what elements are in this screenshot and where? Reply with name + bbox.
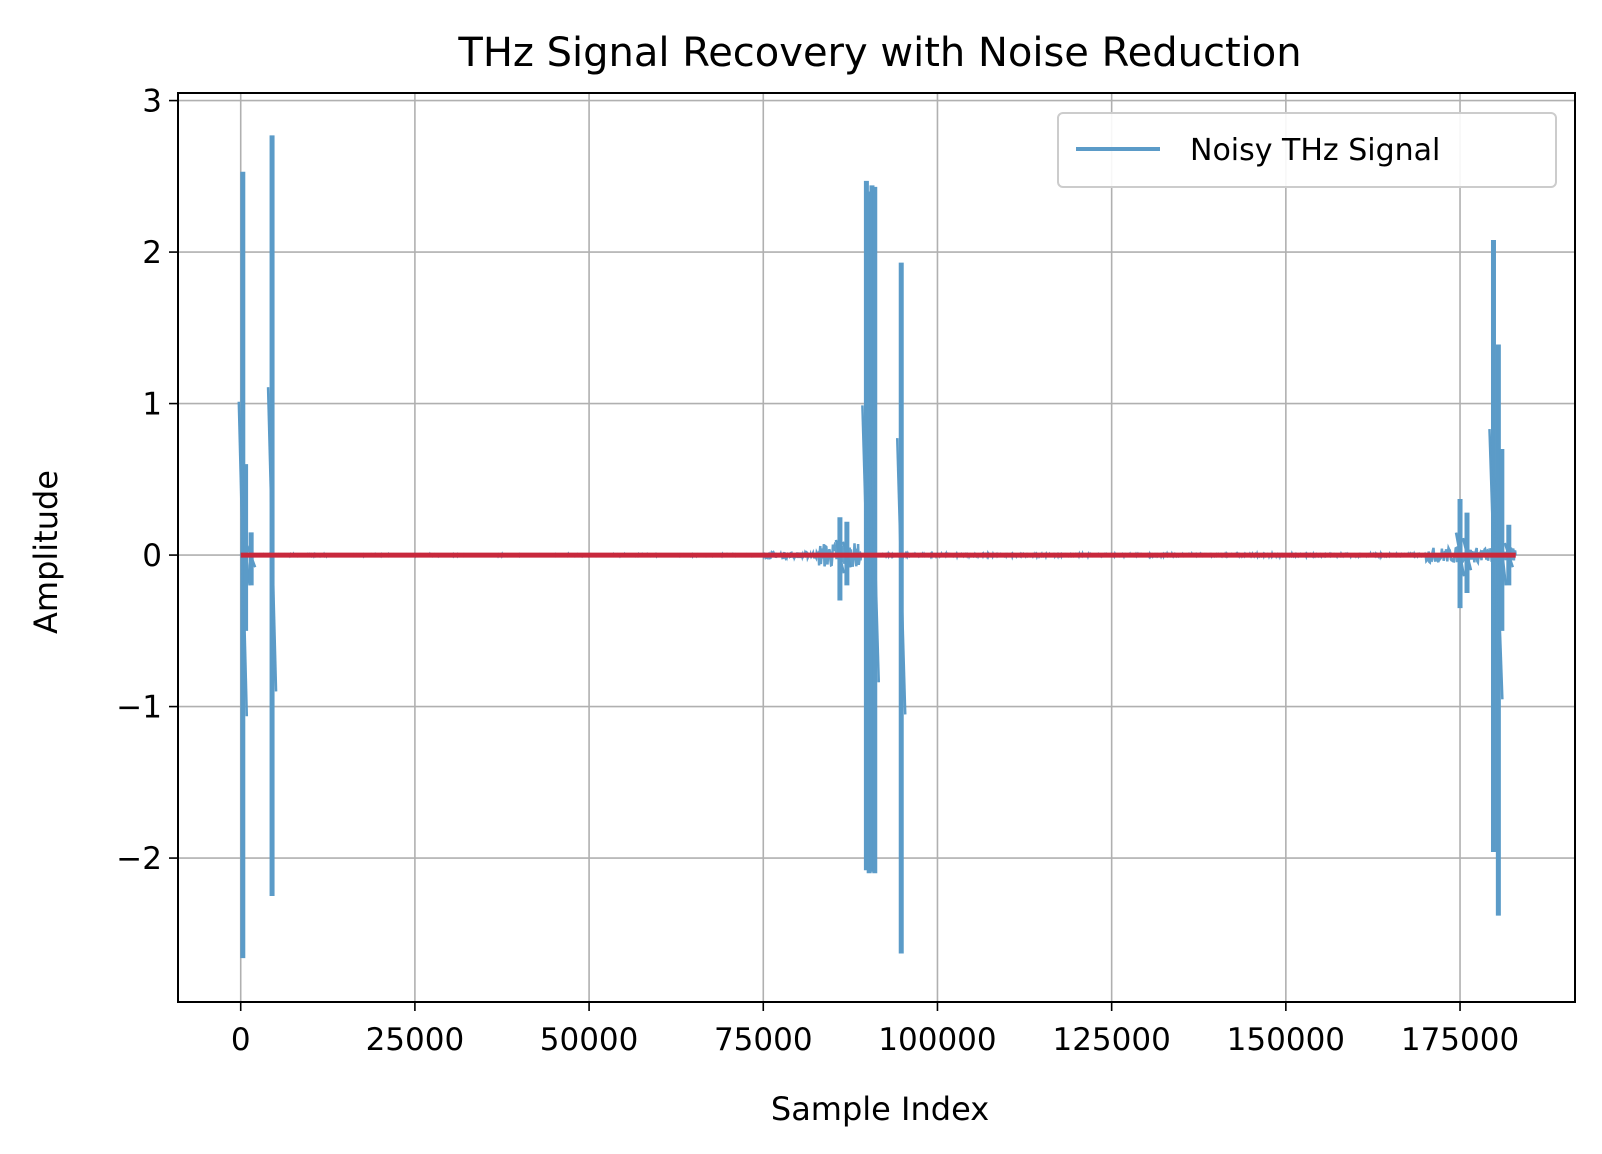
x-tick-label: 175000 [1401, 1022, 1519, 1058]
signal-spike-detail [1496, 512, 1508, 586]
x-tick-label: 25000 [366, 1022, 465, 1058]
signal-spike-detail [1493, 470, 1504, 700]
signal-spike-detail [240, 518, 251, 586]
y-tick-label: 3 [142, 84, 162, 120]
x-tick-label: 125000 [1052, 1022, 1170, 1058]
y-tick-label: −1 [116, 690, 162, 726]
x-tick-label: 75000 [714, 1022, 813, 1058]
series-layer [237, 135, 1517, 959]
signal-spike-detail [895, 438, 907, 715]
y-tick-label: 1 [142, 387, 162, 423]
x-tick-label: 100000 [878, 1022, 996, 1058]
signal-spike-detail [869, 407, 881, 683]
x-axis-label: Sample Index [771, 1090, 989, 1128]
ticks: 0 25000 50000 75000 100000 125000 150000 175000… [116, 84, 1519, 1058]
signal-spike-detail [237, 401, 249, 717]
legend-label: Noisy THz Signal [1190, 133, 1440, 168]
y-tick-label: −2 [116, 841, 162, 877]
y-axis-label: Amplitude [27, 470, 65, 634]
plot-frame [177, 92, 1576, 1003]
legend: Noisy THz Signal [1057, 112, 1557, 188]
signal-spike-detail [266, 387, 278, 692]
legend-box [1057, 112, 1557, 188]
y-tick-label: 0 [142, 538, 162, 574]
y-tick-label: 2 [142, 235, 162, 271]
x-tick-label: 150000 [1227, 1022, 1345, 1058]
x-tick-label: 0 [231, 1022, 251, 1058]
chart-title: THz Signal Recovery with Noise Reduction [457, 30, 1301, 76]
x-tick-label: 50000 [540, 1022, 639, 1058]
